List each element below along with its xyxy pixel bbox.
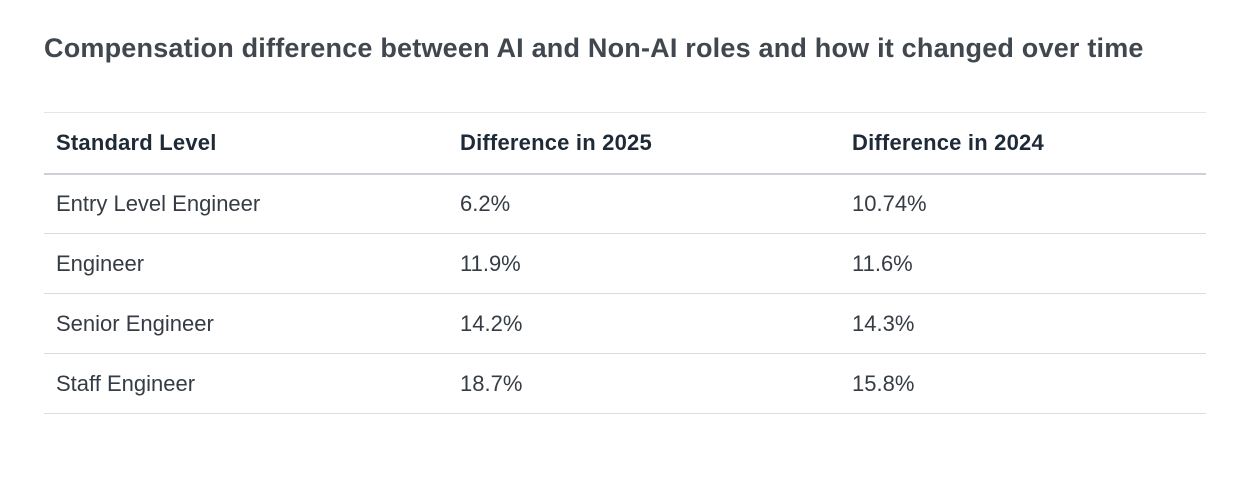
cell-diff-2024: 15.8% <box>852 370 915 396</box>
cell-diff-2024: 11.6% <box>840 233 1206 294</box>
cell-level: Senior Engineer <box>44 293 448 354</box>
table-body: Entry Level Engineer 6.2% 10.74% Enginee… <box>44 173 1206 414</box>
cell-diff-2024: 14.3% <box>840 293 1206 354</box>
column-header-difference-2025: Difference in 2025 <box>448 112 840 175</box>
cell-diff-2025: 11.9% <box>448 233 840 294</box>
table-row: Engineer 11.9% 11.6% <box>44 233 1206 294</box>
cell-level: Entry Level Engineer <box>44 173 448 234</box>
cell-level: Engineer <box>44 233 448 294</box>
column-header-difference-2024: Difference in 2024 <box>840 112 1206 175</box>
cell-level: Staff Engineer <box>56 370 196 396</box>
cell-diff-2025: 6.2% <box>448 173 840 234</box>
header-row: Standard Level Difference in 2025 Differ… <box>44 112 1206 175</box>
table-header: Standard Level Difference in 2025 Differ… <box>44 112 1206 175</box>
cell-diff-2025: 14.2% <box>448 293 840 354</box>
cell-diff-2024: 10.74% <box>840 173 1206 234</box>
page-title: Compensation difference between AI and N… <box>44 33 1144 63</box>
table-row: Staff Engineer 18.7% 15.8% <box>44 354 1206 414</box>
table-row: Entry Level Engineer 6.2% 10.74% <box>44 173 1206 234</box>
table-row: Senior Engineer 14.2% 14.3% <box>44 293 1206 354</box>
column-header-standard-level: Standard Level <box>44 112 448 175</box>
compensation-table: Standard Level Difference in 2025 Differ… <box>44 112 1206 414</box>
cell-diff-2025: 18.7% <box>460 370 523 396</box>
page: Compensation difference between AI and N… <box>44 33 1206 414</box>
